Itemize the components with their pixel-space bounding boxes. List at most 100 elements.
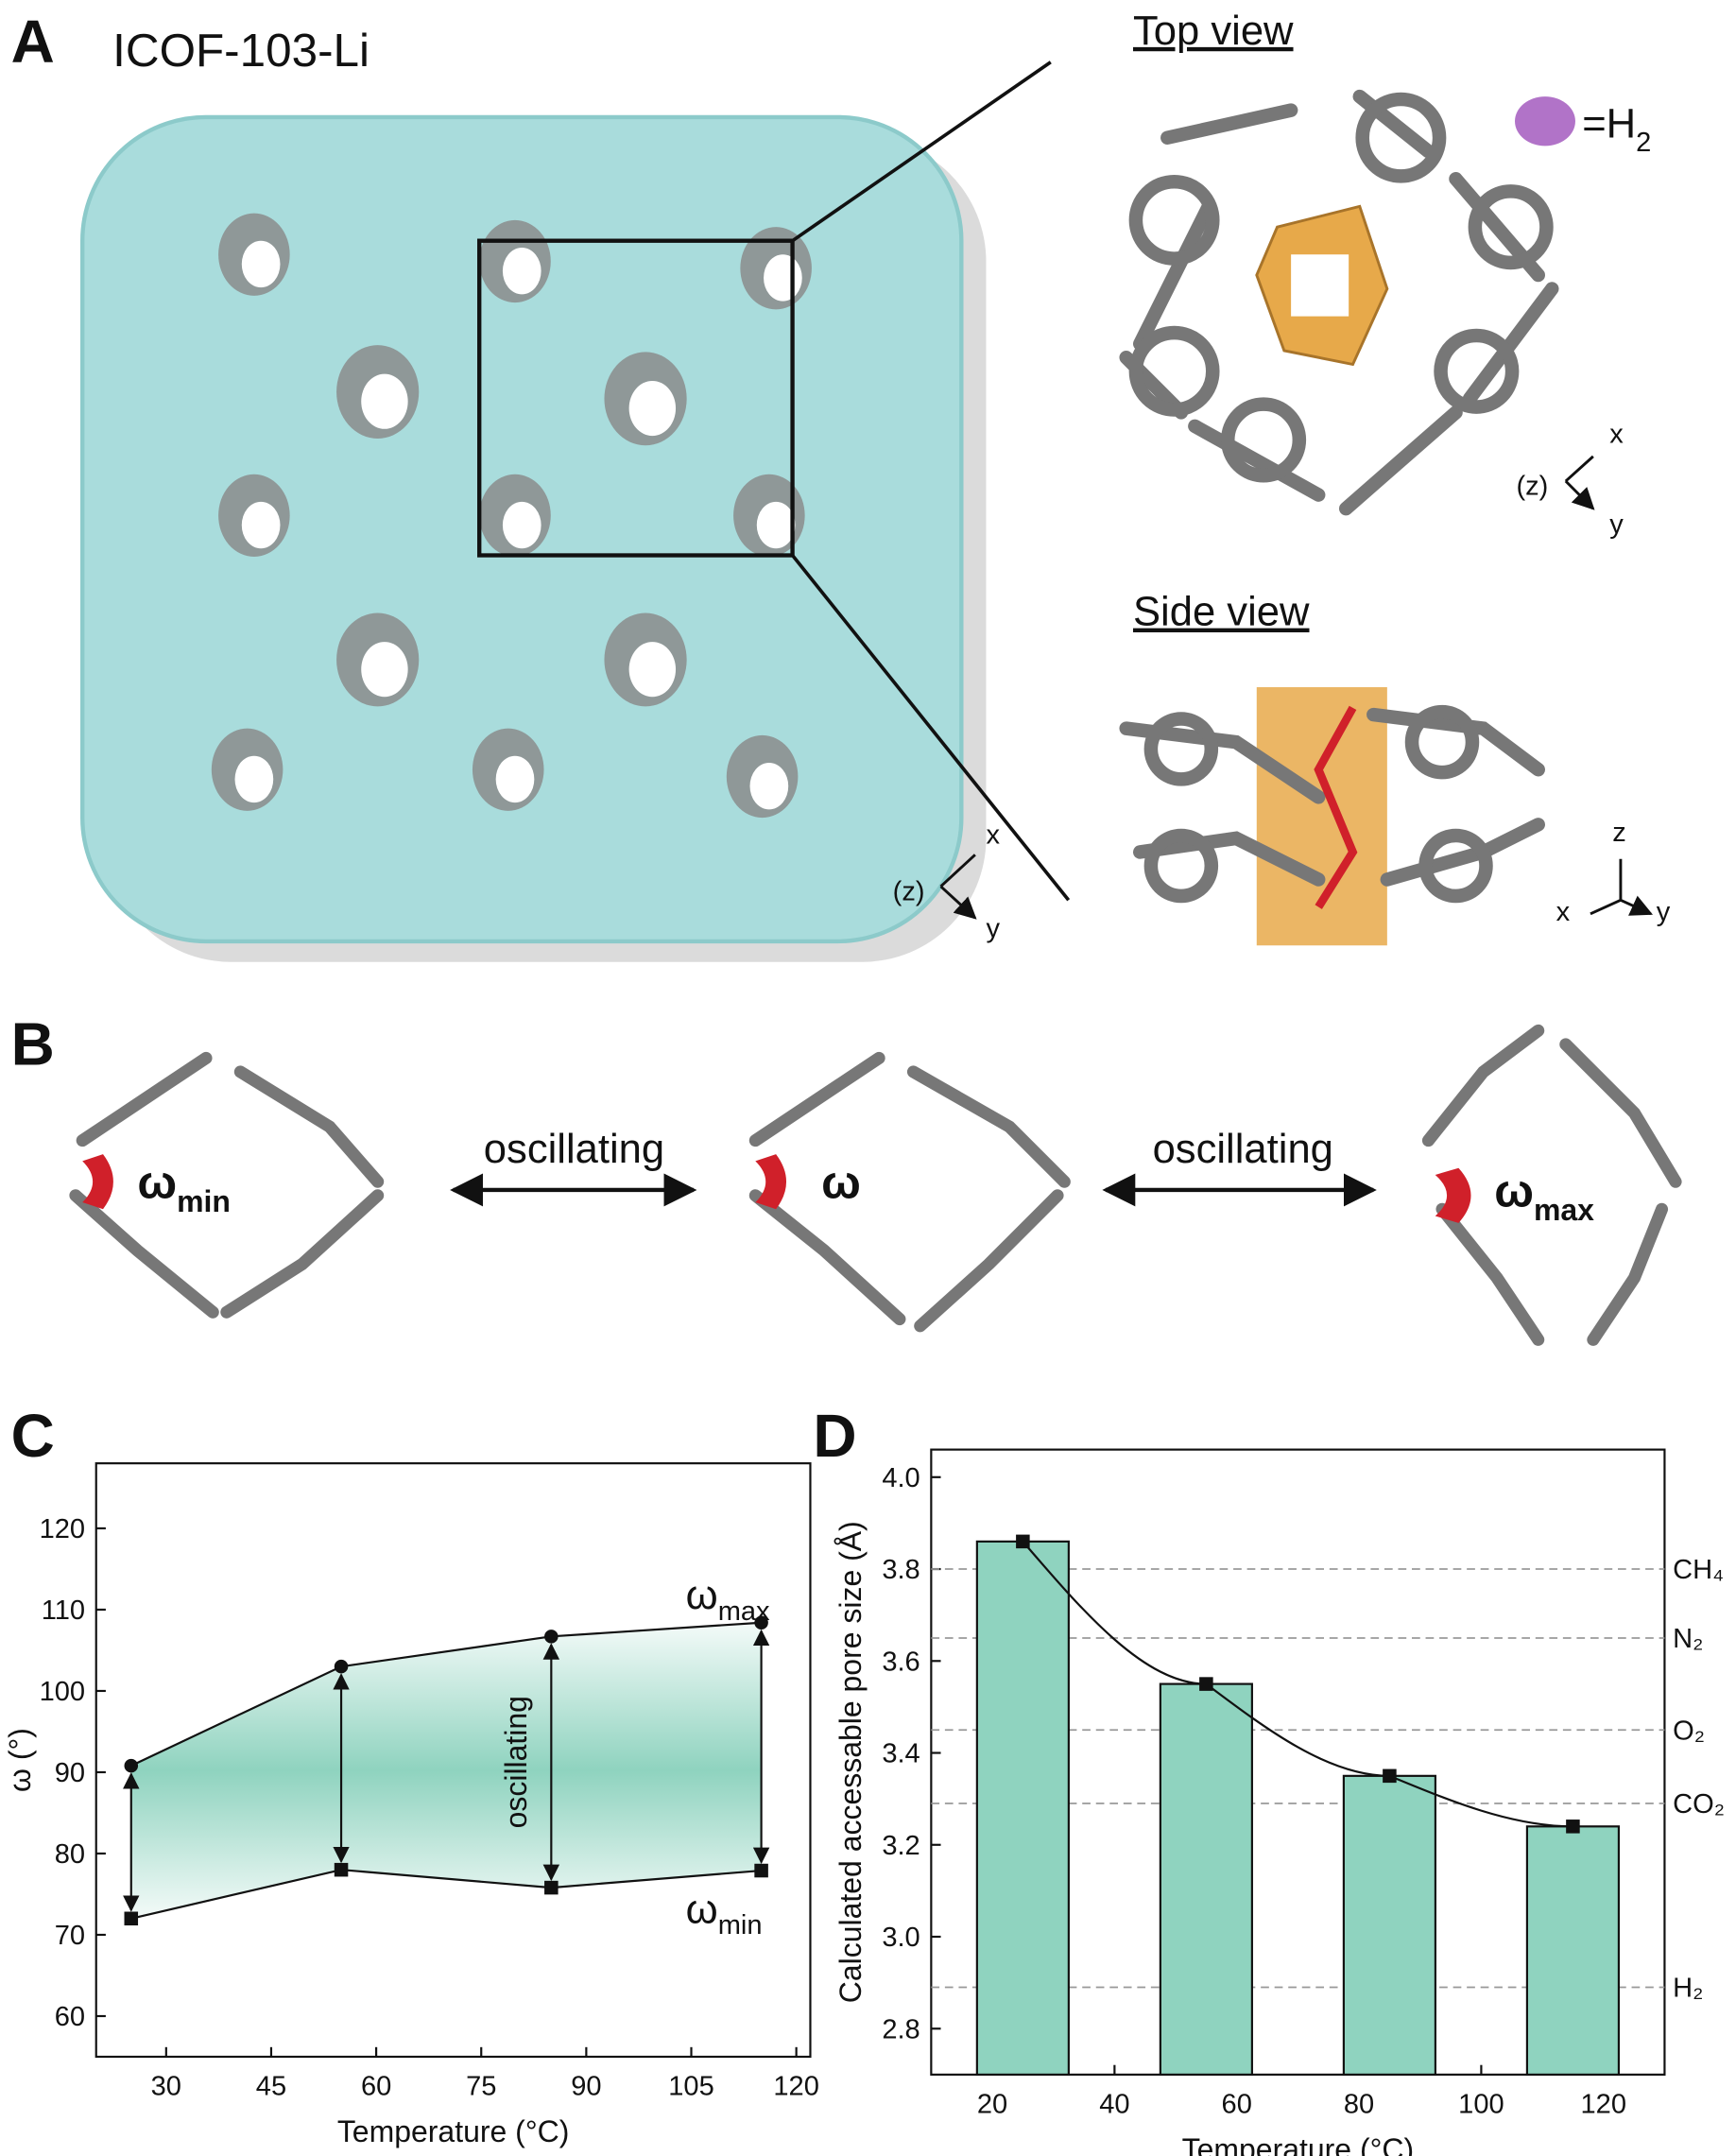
bar: [1525, 1825, 1621, 2076]
x-tick-label: 80: [1344, 2090, 1374, 2120]
x-tick-label: 120: [1581, 2090, 1626, 2120]
y-tick-label: 90: [55, 1758, 85, 1788]
h2-key: =H2: [1582, 102, 1651, 159]
y-tick-label: 120: [40, 1514, 85, 1544]
y-axis-label: ω (°): [3, 1728, 37, 1792]
reference-label: O₂: [1673, 1716, 1705, 1746]
band: [130, 1622, 762, 1919]
x-tick-label: 40: [1099, 2090, 1129, 2120]
y-axis-label: Calculated accessable pore size (Å): [834, 1521, 868, 2003]
side-view-title: Side view: [1133, 590, 1310, 635]
angle-indicators: [82, 1154, 1471, 1223]
point: [1383, 1768, 1397, 1784]
y-tick-label: 60: [55, 2002, 85, 2032]
x-tick-label: 20: [977, 2090, 1007, 2120]
x-tick-label: 30: [151, 2072, 181, 2102]
x-tick-label: 120: [773, 2072, 818, 2102]
y-tick-label: 70: [55, 1921, 85, 1951]
series-name: ω: [686, 1887, 718, 1932]
axis-x: x: [986, 820, 1000, 851]
axis-y: y: [1657, 897, 1671, 927]
y-tick-label: 3.8: [882, 1555, 920, 1585]
x-axis-label: Temperature (°C): [1182, 2132, 1415, 2156]
point: [1016, 1534, 1030, 1549]
point: [334, 1659, 349, 1674]
point: [124, 1758, 139, 1773]
point: [754, 1615, 768, 1630]
chart-c: 30 45 60 75 90 105 120 60 70 80 90 100 110 120 Tempera…: [3, 1462, 819, 2148]
reference-label: N₂: [1673, 1624, 1703, 1654]
y-tick-label: 3.4: [882, 1739, 920, 1769]
bar: [1159, 1682, 1253, 2076]
arrow-label: oscillating: [1153, 1127, 1333, 1172]
x-tick-label: 60: [361, 2072, 391, 2102]
x-tick-label: 100: [1458, 2090, 1504, 2120]
point: [334, 1862, 349, 1877]
y-tick-label: 100: [40, 1677, 85, 1707]
h2-molecule: [1515, 96, 1575, 147]
axis-z: (z): [1516, 472, 1548, 502]
axis-x: x: [1556, 897, 1571, 927]
point: [544, 1880, 559, 1895]
top-view-render: [1119, 89, 1559, 516]
axis-x: x: [1609, 419, 1624, 449]
x-tick-label: 75: [466, 2072, 496, 2102]
point: [124, 1911, 139, 1926]
reference-label: CH₄: [1673, 1555, 1724, 1585]
y-tick-label: 110: [42, 1595, 85, 1626]
y-tick-label: 4.0: [882, 1463, 920, 1493]
omega-max-label: ωmax: [1494, 1164, 1594, 1227]
top-view-title: Top view: [1133, 9, 1294, 54]
h2-key-sub: 2: [1636, 128, 1651, 158]
axis-y: y: [1609, 509, 1624, 540]
series-line: [130, 1621, 762, 1768]
omega-label: ω: [821, 1157, 861, 1209]
x-tick-label: 60: [1222, 2090, 1252, 2120]
trend-line: [1022, 1541, 1573, 1828]
series-name: ω: [686, 1573, 718, 1618]
omega-sub: min: [177, 1184, 231, 1218]
omega: ω: [137, 1157, 177, 1209]
x-tick-label: 105: [668, 2072, 713, 2102]
series-line: [130, 1869, 762, 1920]
series-name-sub: max: [718, 1596, 770, 1627]
axis-y: y: [986, 914, 1000, 944]
y-tick-label: 80: [55, 1839, 85, 1870]
axis-triad: [1590, 858, 1651, 914]
plot-frame: [930, 1448, 1666, 2076]
plot-frame: [95, 1462, 812, 2059]
x-tick-label: 45: [256, 2072, 286, 2102]
reference-label: H₂: [1673, 1974, 1703, 2004]
point: [544, 1630, 559, 1644]
h2-key-text: =H: [1582, 102, 1636, 147]
x-axis-label: Temperature (°C): [337, 2114, 570, 2148]
point: [1199, 1677, 1213, 1691]
axis-z: z: [1612, 818, 1626, 848]
panel-label: C: [11, 1402, 55, 1470]
arrow-label: oscillating: [484, 1127, 664, 1172]
bar: [975, 1540, 1070, 2076]
bar: [1342, 1774, 1436, 2076]
panel-label: D: [813, 1402, 856, 1470]
reference-label: CO₂: [1673, 1789, 1725, 1820]
axis-triad: [1564, 455, 1593, 509]
pore-opening: [1291, 254, 1349, 317]
y-tick-label: 3.6: [882, 1647, 920, 1677]
y-tick-label: 3.0: [882, 1923, 920, 1953]
omega-sub: max: [1534, 1193, 1594, 1227]
y-tick-label: 3.2: [882, 1831, 920, 1861]
panel-label: B: [11, 1010, 55, 1078]
chart-d: 20 40 60 80 100 120 2.8 3.0 3.2 3.4 3.6 3.8 4.0 Tempe…: [834, 1448, 1725, 2156]
omega-min-label: ωmin: [137, 1157, 231, 1219]
x-tick-label: 90: [571, 2072, 601, 2102]
side-view-render: [1119, 687, 1545, 946]
panel-label: A: [11, 8, 55, 76]
structure-title: ICOF-103-Li: [112, 25, 370, 77]
omega: ω: [1494, 1164, 1534, 1216]
series-label: ωmin: [686, 1887, 763, 1940]
axis-z: (z): [893, 876, 925, 906]
y-tick-label: 2.8: [882, 2014, 920, 2044]
pore-renders: [69, 1024, 1682, 1346]
series-name-sub: min: [718, 1910, 763, 1940]
